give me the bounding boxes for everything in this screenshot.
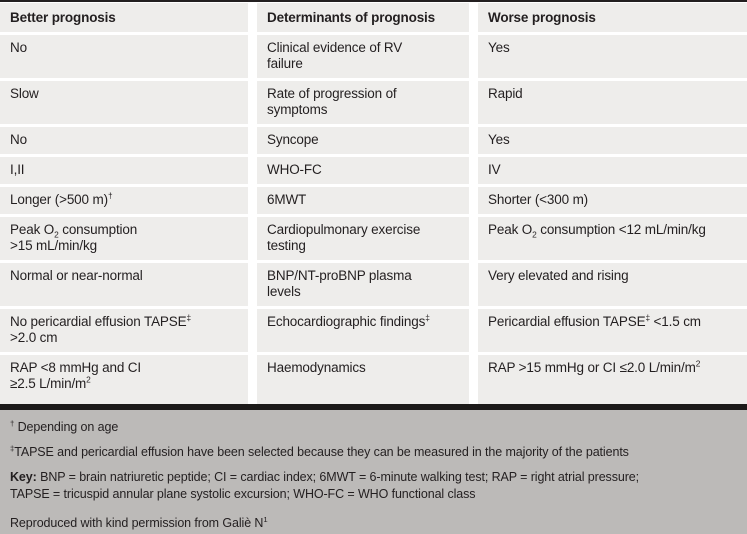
table-cell-worse-row6: Peak O2 consumption <12 mL/min/kg	[478, 217, 747, 260]
table-cell-determinant-row5: 6MWT	[257, 187, 469, 214]
table-cell-determinant-row4: WHO-FC	[257, 157, 469, 184]
table-cell-better-row9: RAP <8 mmHg and CI ≥2.5 L/min/m2	[0, 355, 248, 404]
column-header-determinants: Determinants of prognosis	[257, 3, 469, 32]
table-cell-determinant-row1: Clinical evidence of RV failure	[257, 35, 469, 78]
table-cell-better-row7: Normal or near-normal	[0, 263, 248, 306]
table-cell-better-row5: Longer (>500 m)†	[0, 187, 248, 214]
top-border-rule	[0, 0, 747, 2]
attribution: Reproduced with kind permission from Gal…	[10, 514, 268, 530]
table-cell-determinant-row9: Haemodynamics	[257, 355, 469, 404]
table-cell-determinant-row6: Cardiopulmonary exercise testing	[257, 217, 469, 260]
table-cell-worse-row3: Yes	[478, 127, 747, 154]
table-cell-worse-row4: IV	[478, 157, 747, 184]
table-cell-better-row6: Peak O2 consumption >15 mL/min/kg	[0, 217, 248, 260]
table-cell-worse-row8: Pericardial effusion TAPSE‡ <1.5 cm	[478, 309, 747, 352]
prognosis-table: Better prognosis Determinants of prognos…	[0, 3, 747, 404]
table-cell-determinant-row3: Syncope	[257, 127, 469, 154]
table-cell-better-row1: No	[0, 35, 248, 78]
table-cell-determinant-row7: BNP/NT-proBNP plasma levels	[257, 263, 469, 306]
table-cell-better-row8: No pericardial effusion TAPSE‡ >2.0 cm	[0, 309, 248, 352]
table-cell-worse-row7: Very elevated and rising	[478, 263, 747, 306]
table-cell-worse-row1: Yes	[478, 35, 747, 78]
table-cell-better-row2: Slow	[0, 81, 248, 124]
footnote-double-dagger: ‡TAPSE and pericardial effusion have bee…	[10, 443, 629, 459]
table-cell-determinant-row8: Echocardiographic findings‡	[257, 309, 469, 352]
table-cell-worse-row2: Rapid	[478, 81, 747, 124]
footnotes-section: † Depending on age ‡TAPSE and pericardial…	[0, 410, 747, 534]
table-footer-divider-bar	[0, 404, 747, 410]
table-cell-worse-row5: Shorter (<300 m)	[478, 187, 747, 214]
table-cell-better-row3: No	[0, 127, 248, 154]
column-header-worse-prognosis: Worse prognosis	[478, 3, 747, 32]
footnote-dagger: † Depending on age	[10, 418, 119, 434]
table-cell-determinant-row2: Rate of progression of symptoms	[257, 81, 469, 124]
table-cell-better-row4: I,II	[0, 157, 248, 184]
key-legend: Key: BNP = brain natriuretic peptide; CI…	[10, 470, 639, 501]
table-cell-worse-row9: RAP >15 mmHg or CI ≤2.0 L/min/m2	[478, 355, 747, 404]
column-header-better-prognosis: Better prognosis	[0, 3, 248, 32]
